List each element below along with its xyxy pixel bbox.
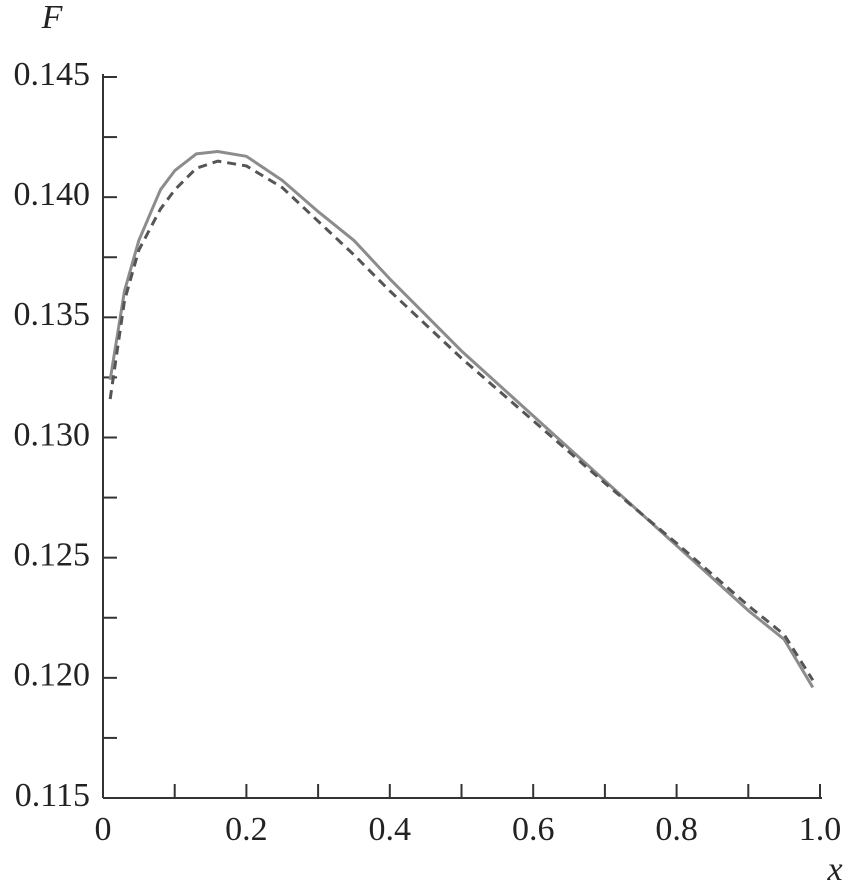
y-axis-label: F (41, 0, 64, 36)
x-tick-label: 0.2 (225, 811, 268, 848)
y-tick-label: 0.125 (14, 536, 91, 573)
x-axis-label: x (826, 851, 842, 888)
x-tick-label: 0.8 (655, 811, 698, 848)
x-tick-label: 1.0 (799, 811, 842, 848)
x-tick-label: 0 (95, 811, 112, 848)
y-tick-label: 0.115 (15, 777, 90, 814)
series-line (108, 159, 815, 682)
x-tick-label: 0.4 (369, 811, 412, 848)
series-line (108, 150, 815, 689)
y-tick-label: 0.120 (14, 657, 91, 694)
x-tick-label: 0.6 (512, 811, 555, 848)
y-tick-label: 0.140 (14, 176, 91, 213)
y-tick-label: 0.130 (14, 416, 91, 453)
y-tick-label: 0.145 (14, 56, 91, 93)
y-tick-label: 0.135 (14, 296, 91, 333)
